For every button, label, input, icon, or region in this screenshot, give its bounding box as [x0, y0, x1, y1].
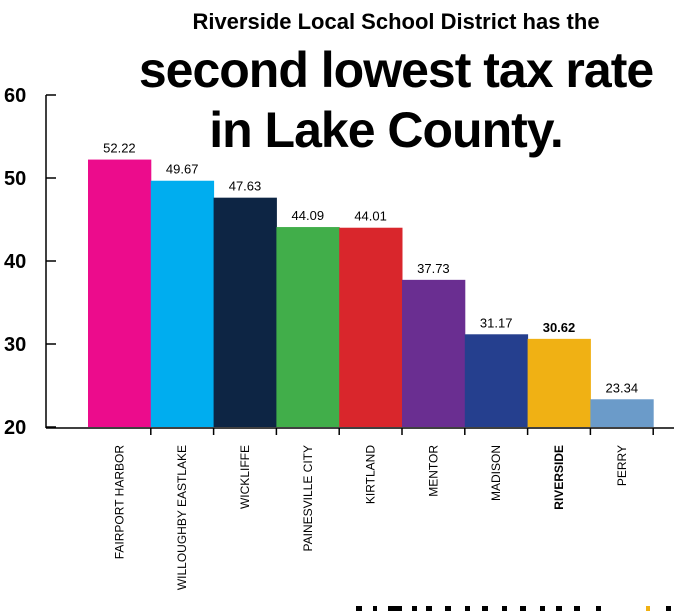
category-label: PERRY: [615, 445, 629, 486]
y-tick-label: 60: [4, 85, 26, 107]
category-label: FAIRPORT HARBOR: [112, 445, 126, 560]
bar-value-label: 47.63: [229, 179, 262, 194]
category-label: WICKLIFFE: [238, 445, 252, 509]
chart-title-line3: in Lake County.: [209, 102, 563, 158]
y-tick-label: 20: [4, 417, 26, 439]
decor-mark: [465, 606, 470, 611]
decor-mark: [596, 606, 601, 611]
bar-value-label: 44.01: [354, 209, 387, 224]
bar-value-label: 49.67: [166, 162, 199, 177]
bar-riverside: [527, 338, 591, 427]
decor-mark: [426, 606, 432, 611]
decor-mark: [666, 606, 671, 611]
decor-accent-mark: [646, 606, 650, 611]
bar-value-label: 23.34: [606, 380, 639, 395]
bars: [88, 159, 654, 435]
bar-painesville-city: [276, 227, 340, 427]
category-label: WILLOUGHBY EASTLAKE: [175, 445, 189, 590]
decorative-bottom-strip: [0, 598, 675, 611]
decor-mark: [574, 606, 580, 611]
bar-willoughby-eastlake: [150, 180, 215, 427]
bar-value-label: 37.73: [417, 261, 450, 276]
y-tick-label: 40: [4, 251, 26, 273]
bar-madison: [464, 334, 529, 427]
bar-value-label: 52.22: [103, 141, 136, 156]
decor-mark: [356, 606, 362, 611]
decor-mark: [540, 606, 545, 611]
category-label: MADISON: [489, 445, 503, 501]
decor-mark: [556, 606, 562, 611]
bar-wickliffe: [213, 197, 277, 427]
category-labels: FAIRPORT HARBOR WILLOUGHBY EASTLAKE WICKLI…: [112, 445, 628, 591]
value-labels: 52.22 49.67 47.63 44.09 44.01 37.73 31.17 30.62…: [103, 141, 638, 396]
bar-mentor: [402, 279, 466, 427]
category-label: PAINESVILLE CITY: [301, 445, 315, 551]
y-tick-label: 50: [4, 168, 26, 190]
category-label: KIRTLAND: [364, 445, 378, 504]
bar-value-label: 30.62: [543, 320, 576, 335]
category-label: MENTOR: [426, 445, 440, 497]
bar-fairport-harbor: [88, 159, 152, 427]
decor-mark: [388, 606, 402, 611]
decor-mark: [412, 606, 417, 611]
decor-mark: [520, 606, 526, 611]
decor-mark: [445, 606, 451, 611]
chart-title-line2: second lowest tax rate: [139, 42, 653, 98]
bar-perry: [590, 399, 654, 427]
bar-value-label: 31.17: [480, 315, 513, 330]
bar-value-label: 44.09: [292, 208, 325, 223]
decor-mark: [373, 606, 377, 611]
chart-title-line1: Riverside Local School District has the: [192, 9, 599, 34]
decor-mark: [482, 606, 488, 611]
decor-mark: [502, 606, 507, 611]
y-tick-label: 30: [4, 334, 26, 356]
category-label: RIVERSIDE: [552, 445, 566, 510]
bar-kirtland: [339, 227, 403, 427]
